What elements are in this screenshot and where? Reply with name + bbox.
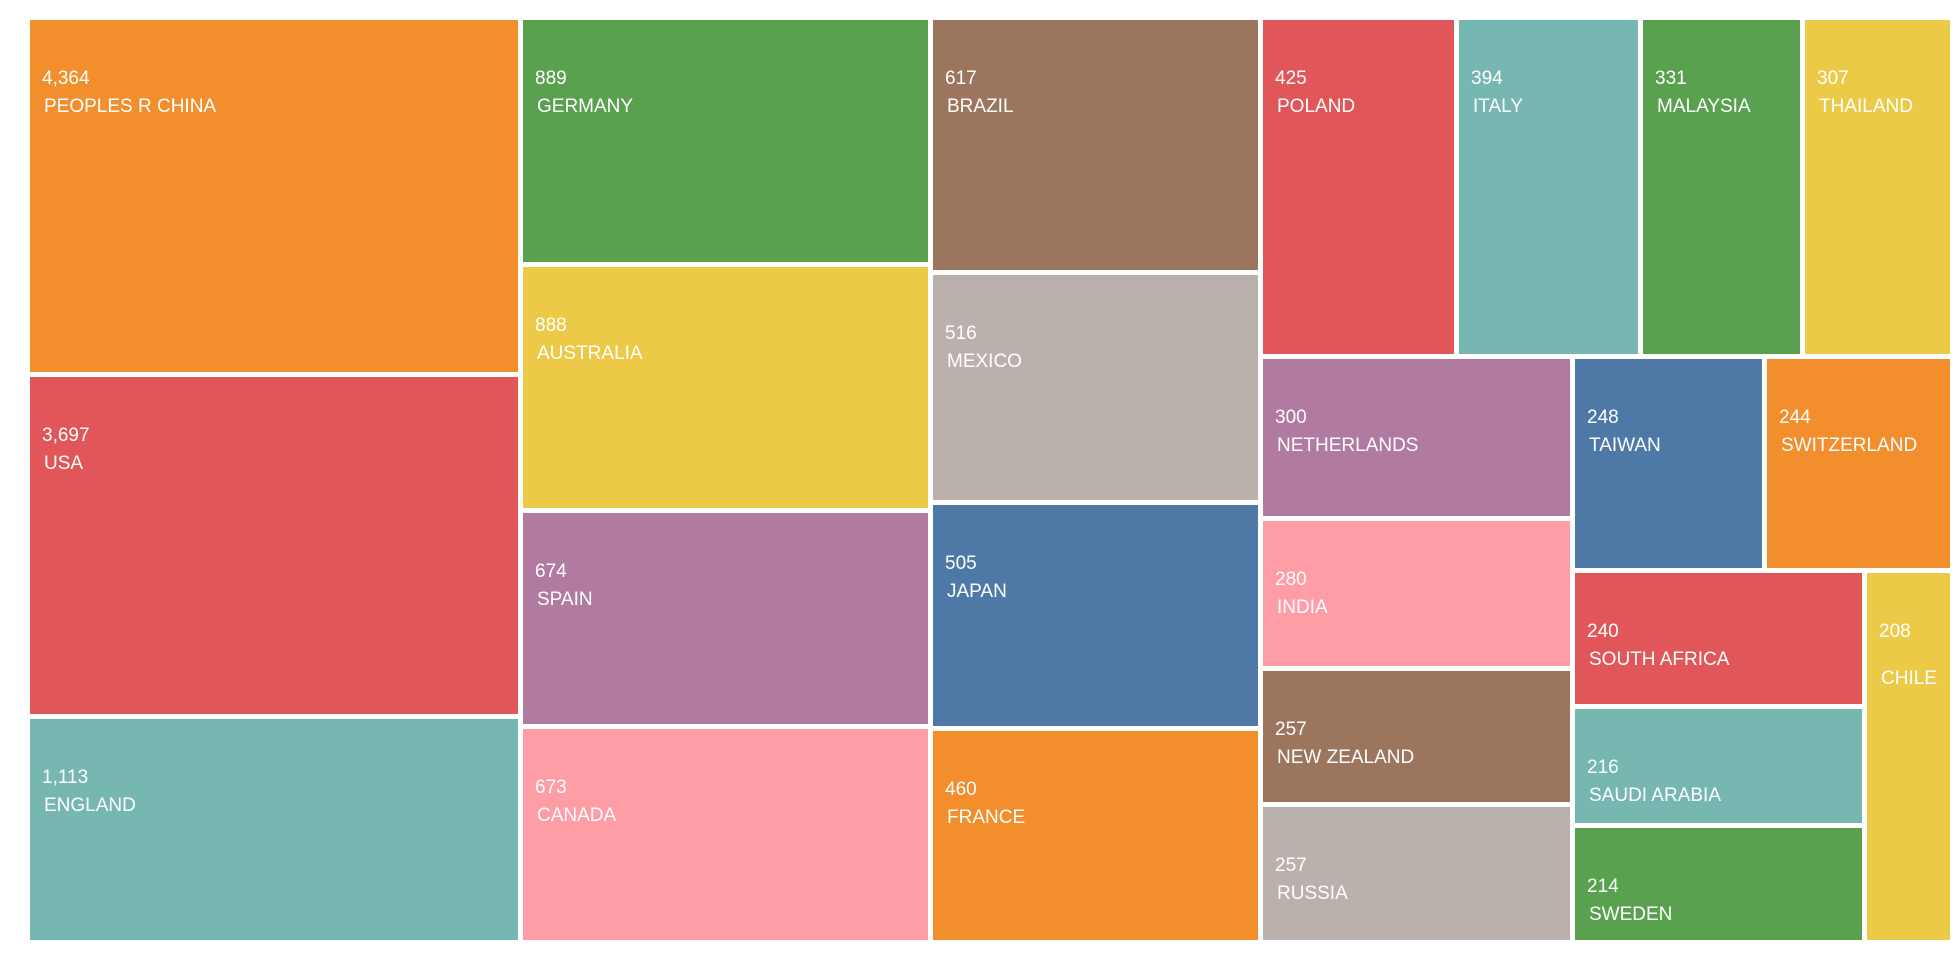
tile-value-label: 3,697 — [42, 425, 90, 446]
treemap-tile-new-zealand[interactable]: 257 NEW ZEALAND — [1263, 671, 1570, 802]
treemap-tile-england[interactable]: 1,113 ENGLAND — [30, 719, 518, 940]
treemap-tile-switzerland[interactable]: 244 SWITZERLAND — [1767, 359, 1950, 568]
tile-value-label: 460 — [945, 779, 977, 800]
tile-value-label: 214 — [1587, 876, 1619, 897]
treemap-tile-thailand[interactable]: 307 THAILAND — [1805, 20, 1950, 354]
treemap-tile-peoples-r-china[interactable]: 4,364 PEOPLES R CHINA — [30, 20, 518, 372]
tile-country-label: SPAIN — [537, 589, 593, 610]
treemap-tile-india[interactable]: 280 INDIA — [1263, 521, 1570, 666]
tile-value-label: 889 — [535, 68, 567, 89]
tile-value-label: 257 — [1275, 855, 1307, 876]
treemap-tile-italy[interactable]: 394 ITALY — [1459, 20, 1638, 354]
treemap-tile-saudi-arabia[interactable]: 216 SAUDI ARABIA — [1575, 709, 1862, 823]
tile-country-label: INDIA — [1277, 597, 1328, 618]
tile-value-label: 240 — [1587, 621, 1619, 642]
tile-value-label: 248 — [1587, 407, 1619, 428]
tile-country-label: SWEDEN — [1589, 904, 1673, 925]
tile-value-label: 505 — [945, 553, 977, 574]
tile-country-label: PEOPLES R CHINA — [44, 96, 217, 117]
treemap-tile-germany[interactable]: 889 GERMANY — [523, 20, 928, 262]
tile-country-label: NETHERLANDS — [1277, 435, 1419, 456]
tile-value-label: 674 — [535, 561, 567, 582]
tile-country-label: TAIWAN — [1589, 435, 1661, 456]
tile-value-label: 394 — [1471, 68, 1503, 89]
tile-country-label: NEW ZEALAND — [1277, 747, 1415, 768]
treemap-tile-sweden[interactable]: 214 SWEDEN — [1575, 828, 1862, 940]
treemap-tile-france[interactable]: 460 FRANCE — [933, 731, 1258, 940]
tile-value-label: 280 — [1275, 569, 1307, 590]
tile-country-label: AUSTRALIA — [537, 343, 643, 364]
treemap-tile-australia[interactable]: 888 AUSTRALIA — [523, 267, 928, 508]
tile-country-label: SAUDI ARABIA — [1589, 785, 1721, 806]
tile-value-label: 516 — [945, 323, 977, 344]
treemap-tile-brazil[interactable]: 617 BRAZIL — [933, 20, 1258, 270]
tile-country-label: ENGLAND — [44, 795, 136, 816]
treemap-tile-malaysia[interactable]: 331 MALAYSIA — [1643, 20, 1800, 354]
tile-value-label: 257 — [1275, 719, 1307, 740]
treemap-tile-japan[interactable]: 505 JAPAN — [933, 505, 1258, 726]
tile-value-label: 307 — [1817, 68, 1849, 89]
treemap-tile-spain[interactable]: 674 SPAIN — [523, 513, 928, 724]
tile-value-label: 300 — [1275, 407, 1307, 428]
tile-country-label: ITALY — [1473, 96, 1523, 117]
tile-value-label: 208 — [1879, 621, 1911, 642]
tile-value-label: 216 — [1587, 757, 1619, 778]
treemap-tile-poland[interactable]: 425 POLAND — [1263, 20, 1454, 354]
tile-country-label: MALAYSIA — [1657, 96, 1751, 117]
treemap-tile-mexico[interactable]: 516 MEXICO — [933, 275, 1258, 500]
treemap-tile-netherlands[interactable]: 300 NETHERLANDS — [1263, 359, 1570, 516]
tile-country-label: SWITZERLAND — [1781, 435, 1918, 456]
tile-value-label: 888 — [535, 315, 567, 336]
tile-country-label: BRAZIL — [947, 96, 1014, 117]
tile-value-label: 1,113 — [42, 767, 89, 788]
tile-value-label: 4,364 — [42, 68, 90, 89]
tile-value-label: 673 — [535, 777, 567, 798]
tile-country-label: JAPAN — [947, 581, 1007, 602]
tile-country-label: CANADA — [537, 805, 617, 826]
treemap-tile-usa[interactable]: 3,697 USA — [30, 377, 518, 714]
tile-country-label: SOUTH AFRICA — [1589, 649, 1730, 670]
tile-value-label: 425 — [1275, 68, 1307, 89]
treemap-tile-south-africa[interactable]: 240 SOUTH AFRICA — [1575, 573, 1862, 704]
tile-country-label: GERMANY — [537, 96, 634, 117]
treemap-tile-russia[interactable]: 257 RUSSIA — [1263, 807, 1570, 940]
tile-country-label: POLAND — [1277, 96, 1356, 117]
tile-country-label: FRANCE — [947, 807, 1026, 828]
treemap-tile-canada[interactable]: 673 CANADA — [523, 729, 928, 940]
tile-country-label: THAILAND — [1819, 96, 1913, 117]
tile-country-label: RUSSIA — [1277, 883, 1348, 904]
treemap-tile-taiwan[interactable]: 248 TAIWAN — [1575, 359, 1762, 568]
tile-country-label: CHILE — [1881, 668, 1937, 689]
tile-country-label: MEXICO — [947, 351, 1022, 372]
tile-country-label: USA — [44, 453, 84, 474]
treemap-tile-chile[interactable]: 208 CHILE — [1867, 573, 1950, 940]
tile-value-label: 617 — [945, 68, 977, 89]
tile-value-label: 244 — [1779, 407, 1811, 428]
tile-value-label: 331 — [1655, 68, 1687, 89]
